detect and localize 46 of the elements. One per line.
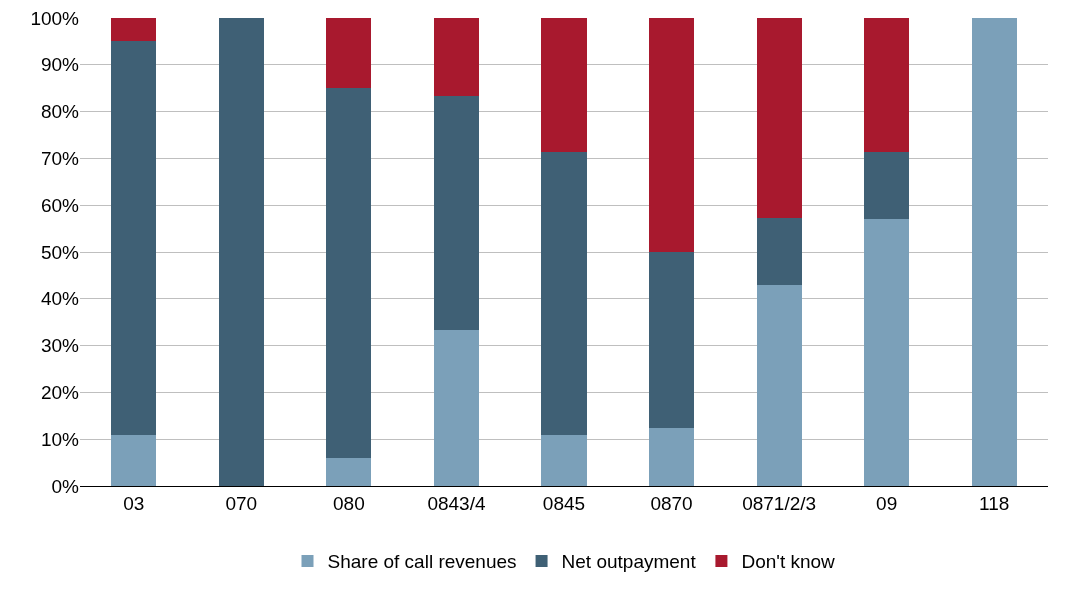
bar — [326, 18, 372, 89]
legend-label: Don't know — [741, 551, 836, 573]
x-tick-label: 080 — [333, 492, 365, 514]
y-tick-label: 80% — [40, 101, 80, 123]
bar — [864, 218, 910, 486]
bar — [648, 18, 695, 252]
y-tick-label: 70% — [40, 148, 80, 170]
bar — [326, 88, 372, 458]
x-tick-label: 070 — [225, 492, 258, 514]
bar — [541, 151, 587, 435]
y-tick-label: 30% — [40, 335, 80, 357]
bar — [326, 457, 372, 486]
bar — [218, 18, 264, 486]
bar — [111, 18, 157, 42]
x-tick-label: 0843/4 — [427, 492, 486, 514]
y-tick-label: 90% — [40, 54, 80, 76]
bar — [111, 41, 157, 435]
y-tick-label: 100% — [30, 7, 80, 29]
x-tick-label: 118 — [979, 492, 1010, 514]
bar — [864, 151, 910, 219]
y-tick-label: 0% — [51, 475, 80, 497]
y-tick-label: 20% — [40, 382, 80, 404]
bar — [433, 96, 480, 331]
bar — [541, 18, 587, 152]
bar — [864, 18, 910, 152]
y-tick-label: 10% — [40, 428, 80, 450]
x-tick-label: 0845 — [542, 492, 586, 514]
legend-label: Net outpayment — [561, 551, 697, 573]
x-tick-label: 03 — [123, 492, 145, 514]
x-tick-label: 09 — [876, 492, 898, 514]
bar — [111, 434, 157, 486]
bar — [433, 330, 480, 486]
y-tick-label: 60% — [40, 194, 80, 216]
bar — [648, 427, 695, 486]
x-tick-label: 0870 — [650, 492, 693, 514]
x-tick-label: 0871/2/3 — [742, 492, 817, 514]
bar — [648, 252, 695, 428]
bar — [756, 285, 802, 486]
bar — [756, 18, 802, 219]
bar — [541, 434, 587, 486]
bar — [756, 218, 802, 286]
bar — [433, 18, 480, 97]
y-tick-label: 50% — [40, 241, 80, 263]
bar — [971, 18, 1017, 486]
legend-label: Share of call revenues — [327, 551, 517, 573]
y-tick-label: 40% — [40, 288, 80, 310]
